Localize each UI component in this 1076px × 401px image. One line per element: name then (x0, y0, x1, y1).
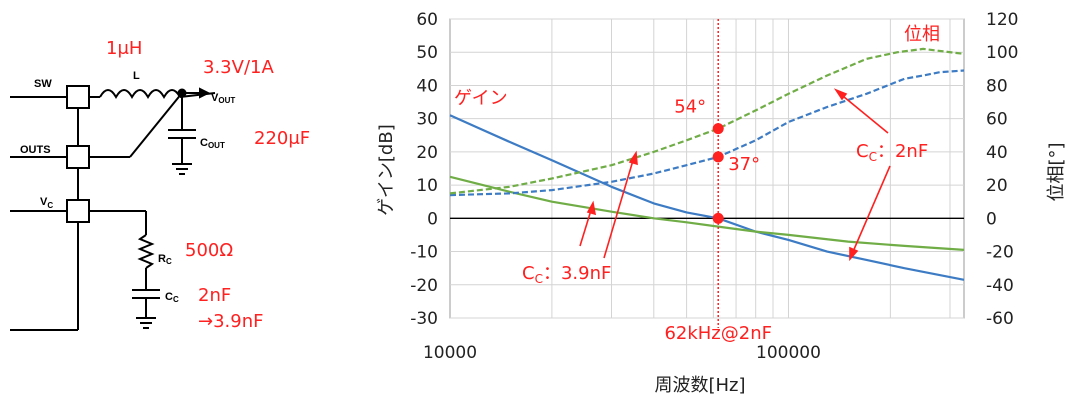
rc-value: 500Ω (185, 240, 233, 261)
phase-tick-label: 40 (986, 143, 1008, 163)
phase-tick-label: -20 (986, 243, 1014, 263)
crossover-label: 62kHz@2nF (664, 323, 772, 344)
vout-label: VOUT (211, 92, 235, 105)
sw-pin-label: SW (34, 78, 52, 90)
y-axis-label: ゲイン[dB] (376, 124, 397, 215)
arrow-39nf-phase (603, 156, 635, 259)
gain-tick-label: 30 (416, 110, 438, 130)
gain-annotation: ゲイン (454, 88, 508, 109)
outs-pin (66, 145, 90, 169)
gain-tick-label: 40 (416, 76, 438, 96)
marker-dot-1 (712, 123, 724, 135)
vc-pin-label: VC (40, 196, 53, 210)
cc-label-sub: C (173, 295, 179, 304)
outs-diagonal-wire (129, 92, 183, 158)
phase-axis-ticks: 120 100 80 60 40 20 0 -20 -40 -60 (986, 10, 1018, 329)
cc-value-2: →3.9nF (198, 311, 263, 332)
cc-2nf-main: C (856, 141, 869, 162)
gain-tick-label: 10 (416, 176, 438, 196)
gain-tick-label: 60 (416, 10, 438, 30)
bode-chart: 62kHz@2nF 54°37° 6050403020100-10-20-30 … (376, 10, 1067, 396)
cc-value-1: 2nF (198, 285, 231, 306)
outs-pin-label: OUTS (20, 144, 51, 156)
arrow-2nf-gain-head-icon (849, 246, 859, 262)
phase-tick-label: 120 (986, 10, 1018, 30)
inductor-to-vout-wire (179, 92, 216, 98)
rc-label-main: R (158, 253, 166, 265)
frequency-tick-label: 100000 (756, 343, 821, 363)
phase-tick-label: 100 (986, 43, 1018, 63)
y2-axis-label: 位相[°] (1046, 142, 1067, 201)
series-line-1 (449, 114, 965, 281)
grid (450, 18, 964, 319)
phase-tick-label: 80 (986, 76, 1008, 96)
series-line-2 (449, 175, 965, 251)
inductor-symbol (99, 89, 181, 100)
arrow-39nf-gain (579, 206, 593, 247)
cc-39nf-sub: C (535, 272, 543, 286)
phase-annotation: 位相 (904, 24, 940, 45)
arrow-2nf-phase (837, 91, 889, 134)
cout-label-main: C (200, 137, 208, 149)
gain-axis-ticks: 60 50 40 30 20 10 0 -10 -20 -30 (410, 10, 438, 329)
marker-label-1: 54° (674, 97, 706, 118)
annotation-arrows (579, 88, 891, 262)
cc-label-main: C (165, 291, 173, 303)
gain-tick-label: -10 (410, 243, 438, 263)
phase-tick-label: -60 (986, 309, 1014, 329)
gain-tick-label: -20 (410, 276, 438, 296)
vout-arrow-icon (199, 87, 211, 99)
gain-tick-label: 0 (427, 209, 438, 229)
arrow-39nf-gain-head-icon (586, 200, 597, 216)
marker-label-2: 37° (728, 154, 760, 175)
phase-tick-label: 60 (986, 110, 1008, 130)
gain-tick-label: 20 (416, 143, 438, 163)
cout-label: COUT (200, 137, 225, 150)
cc-39nf-value: ：3.9nF (543, 263, 611, 284)
cc-2nf-sub: C (869, 150, 877, 164)
arrow-39nf-phase-head-icon (628, 150, 638, 166)
gain-tick-label: -30 (410, 309, 438, 329)
series-lines (449, 47, 965, 281)
markers: 54° 37° (674, 97, 760, 224)
crossover-line: 62kHz@2nF (664, 19, 772, 344)
phase-tick-label: 20 (986, 176, 1008, 196)
vc-pin-label-main: V (40, 196, 48, 208)
resistor-symbol (137, 234, 155, 269)
cout-value: 220μF (254, 128, 310, 149)
gain-tick-label: 50 (416, 43, 438, 63)
rc-label-sub: C (166, 257, 172, 266)
output-spec: 3.3V/1A (203, 57, 274, 78)
cc-2nf-value: ：2nF (877, 141, 928, 162)
marker-dot-2 (712, 151, 724, 163)
frequency-tick-label: 10000 (423, 343, 477, 363)
series-line-3 (449, 69, 965, 197)
vc-pin-label-sub: C (47, 201, 53, 210)
cc-2nf-annotation: CC：2nF (856, 141, 928, 164)
vout-label-sub: OUT (218, 96, 235, 105)
rc-label: RC (158, 253, 172, 266)
frequency-axis-ticks: 10000 100000 (423, 343, 821, 363)
cout-label-sub: OUT (208, 141, 225, 150)
vout-label-main: V (211, 92, 219, 104)
series-line-4 (449, 47, 965, 195)
inductor-value: 1μH (106, 38, 142, 59)
phase-tick-label: 0 (986, 209, 997, 229)
cc-39nf-main: C (522, 263, 535, 284)
arrow-2nf-gain (851, 165, 891, 255)
inductor-label: L (133, 70, 140, 82)
schematic (10, 85, 216, 331)
arrow-2nf-phase-head-icon (833, 88, 848, 101)
cc-39nf-annotation: CC：3.9nF (522, 263, 611, 286)
vc-pin (66, 199, 90, 223)
sw-pin (66, 85, 90, 109)
cc-label: CC (165, 291, 179, 304)
x-axis-label: 周波数[Hz] (654, 375, 745, 396)
phase-tick-label: -40 (986, 276, 1014, 296)
marker-dot-3 (712, 212, 724, 224)
